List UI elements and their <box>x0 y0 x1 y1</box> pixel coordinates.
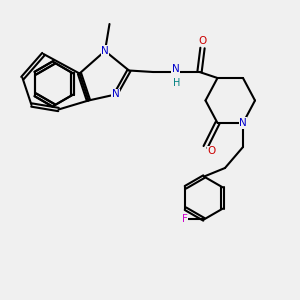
Text: N: N <box>101 46 109 56</box>
Text: O: O <box>198 35 207 46</box>
Text: N: N <box>112 89 119 100</box>
Text: N: N <box>239 118 247 128</box>
Text: N: N <box>172 64 179 74</box>
Text: H: H <box>173 78 181 88</box>
Text: O: O <box>207 146 216 157</box>
Text: F: F <box>182 214 188 224</box>
